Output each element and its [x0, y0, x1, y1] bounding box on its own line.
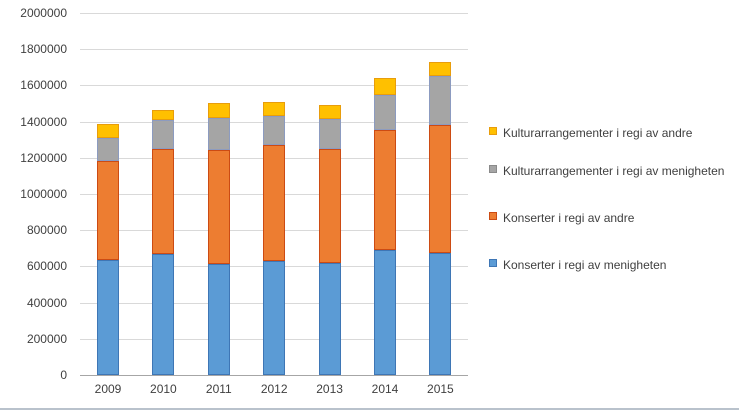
y-axis-label: 1800000: [20, 42, 67, 57]
legend-label: Kulturarrangementer i regi av menigheten: [503, 164, 725, 178]
legend-swatch: [489, 259, 497, 267]
bar-segment: [429, 76, 452, 126]
bar-segment: [318, 105, 341, 119]
legend-item: Konserter i regi av menigheten: [489, 255, 725, 276]
bar-segment: [207, 102, 230, 118]
legend-label: Kulturarrangementer i regi av andre: [503, 126, 693, 140]
bar-segment: [429, 125, 452, 253]
bar-segment: [263, 101, 286, 117]
legend-item: Konserter i regi av andre: [489, 208, 725, 229]
y-axis-label: 0: [60, 368, 67, 382]
y-axis-label: 800000: [26, 223, 67, 238]
legend-label: Konserter i regi av menigheten: [503, 258, 667, 272]
x-axis-label: 2014: [371, 382, 399, 396]
bar-segment: [152, 253, 175, 375]
legend-swatch: [489, 212, 497, 220]
bar-segment: [374, 129, 396, 251]
y-axis-label: 400000: [26, 295, 67, 310]
legend-label: Konserter i regi av andre: [503, 211, 635, 225]
x-axis-label: 2013: [316, 382, 343, 396]
bottom-border: [0, 408, 739, 410]
bar-segment: [318, 262, 341, 375]
y-axis-label: 1600000: [20, 78, 67, 93]
legend-item: Kulturarrangementer i regi av andre: [489, 123, 725, 144]
x-axis-label: 2009: [94, 382, 122, 396]
bar-segment: [97, 161, 119, 260]
y-axis-label: 1200000: [20, 150, 67, 165]
y-axis-label: 200000: [26, 331, 67, 346]
bar-segment: [97, 137, 119, 162]
bar-segment: [263, 116, 286, 146]
legend-item: Kulturarrangementer i regi av menigheten: [489, 161, 725, 182]
y-axis-label: 1400000: [20, 114, 67, 129]
bar-segment: [263, 261, 286, 375]
y-axis-label: 600000: [26, 259, 67, 274]
bar-segment: [374, 95, 396, 130]
gridline: [80, 85, 468, 87]
bar-segment: [207, 118, 230, 150]
x-axis-line: [80, 375, 468, 376]
bar-segment: [97, 124, 119, 138]
y-axis-label: 1000000: [20, 187, 67, 201]
legend-swatch: [489, 165, 497, 173]
bar-segment: [318, 118, 341, 149]
bar-segment: [374, 250, 396, 375]
bar-segment: [152, 109, 175, 120]
gridline: [80, 13, 468, 14]
x-axis-label: 2010: [150, 382, 177, 396]
gridline: [80, 49, 468, 51]
bar-segment: [429, 252, 452, 375]
bar-segment: [263, 145, 286, 261]
bar-segment: [207, 149, 230, 264]
bar-segment: [429, 61, 452, 77]
legend-swatch: [489, 127, 497, 135]
bar-segment: [318, 148, 341, 263]
x-axis-label: 2012: [260, 382, 288, 396]
bar-segment: [152, 148, 175, 254]
x-axis-label: 2015: [427, 382, 454, 396]
bar-segment: [97, 260, 119, 375]
y-axis-label: 2000000: [20, 6, 67, 20]
bar-segment: [374, 78, 396, 96]
x-axis-label: 2011: [205, 382, 232, 396]
bar-segment: [152, 119, 175, 149]
bar-segment: [207, 263, 230, 375]
